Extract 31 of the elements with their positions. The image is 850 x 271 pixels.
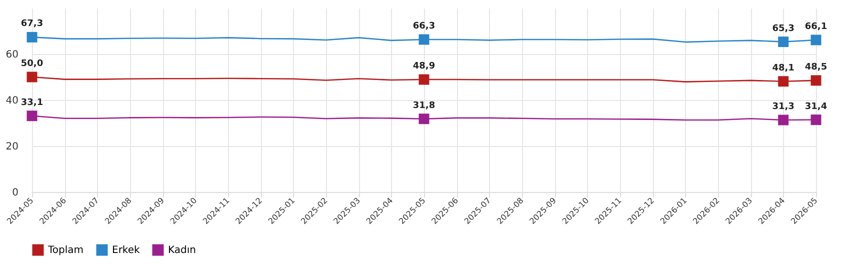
data-label: 48,1: [772, 63, 794, 74]
point: [810, 75, 822, 86]
data-label: 66,3: [412, 22, 436, 32]
data-label: 67,3: [20, 19, 44, 30]
data-label: 31,3: [772, 102, 794, 112]
y-tick-label: 60: [6, 50, 18, 60]
point: [778, 114, 789, 126]
point: [418, 114, 430, 124]
data-label: 66,1: [804, 22, 828, 32]
point: [26, 32, 38, 42]
data-label: 48,9: [412, 62, 436, 72]
y-tick-label: 0: [12, 188, 18, 198]
y-tick-label: 40: [6, 96, 18, 106]
point: [26, 72, 38, 82]
data-label: 65,3: [772, 24, 794, 34]
data-label: 50,0: [20, 59, 44, 69]
data-label: 31,8: [412, 100, 436, 111]
point: [810, 34, 822, 46]
point: [418, 34, 430, 45]
legend-label: Erkek: [112, 245, 140, 256]
data-label: 33,1: [20, 98, 44, 108]
point: [778, 76, 789, 87]
data-label: 31,4: [804, 102, 828, 112]
point: [26, 110, 38, 122]
point: [778, 36, 789, 48]
legend-label: Kadın: [168, 245, 196, 256]
legend-label: Toplam: [47, 245, 84, 256]
point: [418, 74, 430, 85]
point: [810, 114, 822, 126]
data-label: 48,5: [804, 62, 828, 72]
y-tick-label: 20: [6, 142, 18, 152]
